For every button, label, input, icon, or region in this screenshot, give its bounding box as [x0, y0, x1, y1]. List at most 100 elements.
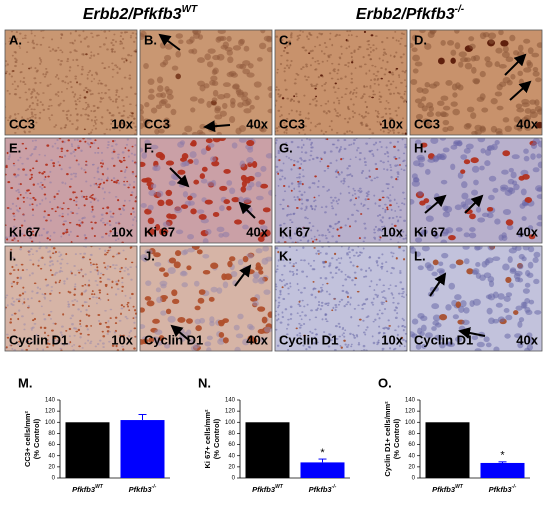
nucleus: [45, 339, 49, 341]
nucleus: [373, 228, 376, 231]
nucleus: [127, 53, 131, 57]
nucleus: [286, 97, 290, 100]
nucleus: [6, 207, 10, 209]
nucleus: [75, 159, 78, 162]
panel-border: [139, 137, 273, 244]
nucleus: [312, 288, 315, 291]
nucleus: [461, 319, 470, 326]
nucleus: [421, 246, 430, 252]
nucleus: [39, 62, 42, 65]
nucleus: [485, 60, 493, 68]
nucleus: [381, 216, 385, 219]
nucleus: [115, 89, 119, 92]
nucleus: [349, 90, 352, 94]
nucleus: [366, 297, 369, 301]
nucleus: [375, 176, 379, 179]
nucleus: [532, 167, 540, 173]
nucleus: [507, 178, 515, 185]
nucleus: [60, 258, 64, 261]
nucleus: [133, 347, 136, 350]
nucleus: [141, 178, 149, 183]
nucleus: [45, 219, 48, 222]
nucleus: [111, 255, 115, 258]
nucleus: [440, 95, 449, 101]
nucleus: [277, 125, 281, 128]
nucleus: [502, 150, 511, 157]
nucleus: [317, 290, 320, 293]
nucleus: [106, 176, 109, 179]
nucleus: [287, 205, 290, 208]
nucleus: [297, 289, 300, 291]
nucleus: [64, 126, 67, 129]
nucleus: [365, 123, 368, 126]
nucleus: [424, 168, 431, 175]
panel-border: [4, 245, 138, 352]
nucleus: [534, 99, 540, 107]
nucleus: [382, 161, 385, 164]
nucleus: [193, 179, 200, 185]
nucleus: [279, 169, 282, 172]
nucleus: [134, 129, 137, 132]
text-part: -/-: [152, 484, 157, 490]
nucleus: [157, 199, 165, 207]
nucleus: [298, 198, 301, 201]
nucleus: [130, 212, 133, 216]
nucleus: [378, 204, 381, 207]
nucleus: [376, 343, 379, 346]
nucleus: [282, 297, 286, 301]
nucleus: [178, 39, 184, 45]
nucleus: [114, 293, 118, 296]
nucleus: [42, 228, 46, 230]
nucleus: [342, 182, 345, 185]
nucleus: [313, 238, 316, 241]
text-part: WT: [95, 484, 104, 490]
nucleus: [495, 47, 503, 54]
nucleus: [110, 122, 113, 125]
nucleus: [314, 97, 317, 100]
nucleus: [23, 301, 26, 304]
nucleus: [321, 84, 324, 87]
nucleus: [403, 197, 406, 200]
nucleus: [35, 249, 38, 253]
nucleus: [394, 285, 398, 287]
nucleus: [90, 194, 93, 197]
nucleus: [410, 246, 414, 250]
nucleus: [189, 151, 197, 159]
nucleus: [18, 309, 21, 312]
nucleus: [323, 52, 326, 55]
nucleus: [309, 330, 312, 333]
nucleus: [340, 180, 343, 183]
stain-label: Ki 67: [414, 224, 445, 239]
nucleus: [399, 271, 402, 274]
nucleus: [121, 151, 125, 154]
nucleus: [12, 235, 15, 238]
nucleus: [204, 53, 211, 61]
micrograph: D.CC3 40x: [409, 29, 543, 136]
nucleus: [292, 212, 296, 215]
nucleus: [133, 181, 136, 183]
nucleus: [44, 278, 48, 281]
nucleus: [79, 332, 83, 335]
nucleus: [378, 278, 382, 281]
nucleus: [140, 161, 146, 167]
nucleus: [505, 219, 514, 226]
nucleus: [454, 204, 462, 211]
nucleus: [91, 227, 94, 230]
nucleus: [364, 124, 368, 127]
y-tick-label: 20: [228, 464, 235, 470]
nucleus: [473, 179, 479, 186]
nucleus: [42, 348, 45, 351]
nucleus: [400, 37, 403, 40]
nucleus: [502, 209, 512, 215]
nucleus: [358, 237, 361, 240]
nucleus: [44, 197, 47, 200]
nucleus: [450, 101, 458, 107]
nucleus: [354, 193, 357, 195]
nucleus: [32, 234, 35, 236]
nucleus: [13, 218, 16, 221]
nucleus: [279, 203, 282, 206]
nucleus: [111, 216, 114, 218]
nucleus: [122, 114, 125, 117]
nucleus: [242, 68, 251, 75]
nucleus: [468, 36, 475, 42]
